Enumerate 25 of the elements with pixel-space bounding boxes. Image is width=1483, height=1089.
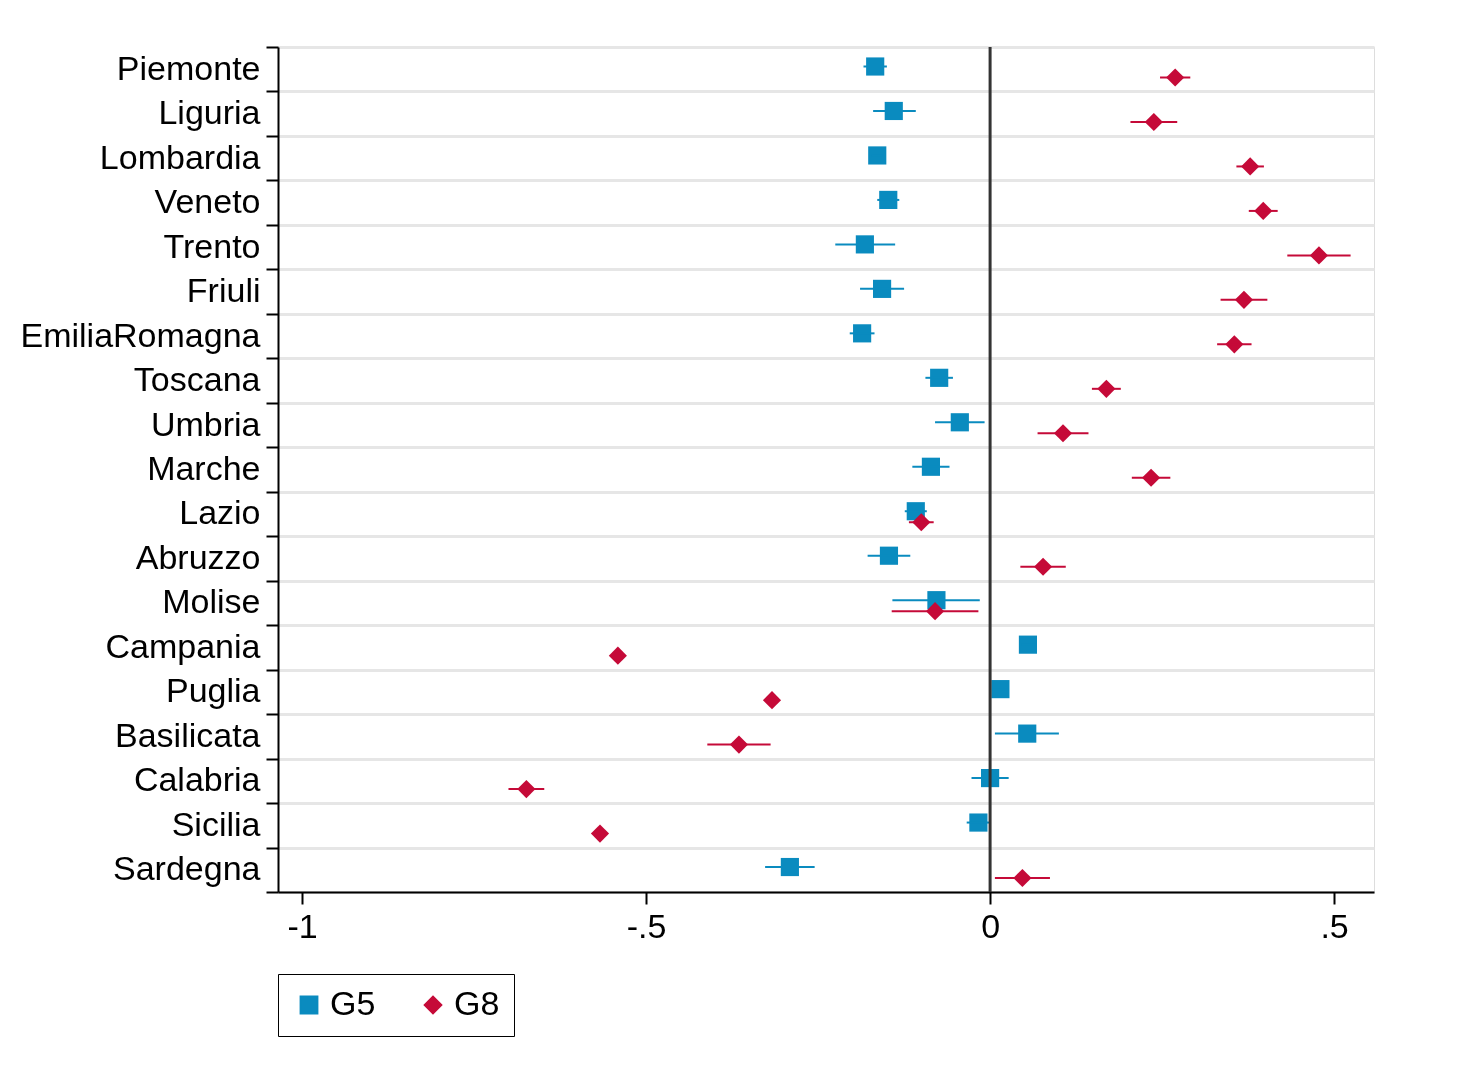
x-tick-label: -.5 (626, 906, 667, 945)
x-tick-label: 0 (981, 906, 1001, 945)
legend-label: G8 (454, 984, 500, 1022)
y-tick-label: Veneto (154, 182, 261, 221)
y-tick-label: Campania (105, 626, 261, 665)
y-tick-label: Lombardia (99, 137, 261, 176)
y-tick-label: Marche (147, 449, 261, 487)
legend-label: G5 (330, 984, 376, 1022)
y-tick-label: Trento (163, 226, 261, 265)
y-tick-label: Sardegna (113, 849, 261, 888)
y-tick-label: Calabria (133, 760, 261, 799)
x-tick-label: .5 (1320, 906, 1349, 945)
y-tick-label: Piemonte (116, 48, 261, 87)
y-tick-label: Toscana (133, 360, 261, 399)
y-tick-label: Molise (162, 582, 261, 621)
y-tick-label: Abruzzo (135, 537, 261, 576)
y-tick-label: Basilicata (114, 715, 261, 754)
y-tick-label: Umbria (150, 404, 261, 443)
y-tick-label: Lazio (179, 493, 261, 532)
y-tick-label: EmiliaRomagna (20, 315, 261, 354)
x-tick-label: -1 (287, 906, 318, 945)
y-tick-label: Puglia (165, 671, 261, 710)
y-tick-label: Sicilia (171, 804, 261, 843)
y-tick-label: Friuli (186, 271, 261, 310)
y-tick-label: Liguria (158, 93, 261, 132)
